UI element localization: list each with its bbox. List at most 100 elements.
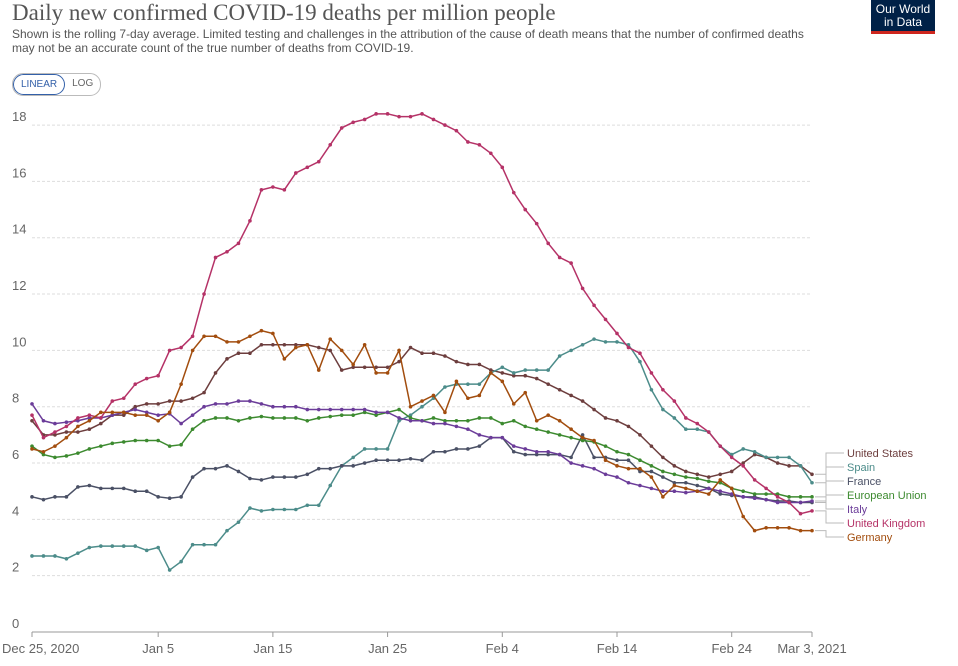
data-point <box>511 444 516 448</box>
data-point <box>282 404 287 409</box>
data-point <box>294 171 298 175</box>
data-point <box>362 117 367 122</box>
data-point <box>167 444 172 448</box>
data-point <box>569 393 573 398</box>
data-point <box>397 416 401 420</box>
data-point <box>775 461 780 465</box>
data-point <box>76 430 80 434</box>
data-point <box>99 544 103 548</box>
data-point <box>64 430 69 434</box>
data-point <box>271 342 275 347</box>
data-point <box>420 418 424 423</box>
data-point <box>477 433 482 437</box>
data-point <box>179 382 183 386</box>
data-point <box>603 416 608 420</box>
data-point <box>339 348 344 353</box>
data-point <box>695 489 700 493</box>
data-point <box>259 478 264 482</box>
y-tick-label: 18 <box>12 109 26 124</box>
data-point <box>236 418 241 423</box>
data-point <box>76 424 80 429</box>
data-point <box>638 483 642 488</box>
data-point <box>110 413 115 417</box>
data-point <box>248 416 252 420</box>
data-point <box>190 427 195 432</box>
data-point <box>684 469 688 474</box>
data-point <box>190 542 195 547</box>
legend-connector <box>815 494 844 498</box>
legend-label: United Kingdom <box>847 518 925 530</box>
data-point <box>649 371 654 375</box>
data-point <box>557 433 562 437</box>
data-point <box>569 427 573 432</box>
log-scale-button[interactable]: LOG <box>72 78 94 89</box>
data-point <box>500 371 505 375</box>
y-tick-label: 2 <box>12 560 19 575</box>
legend-connector <box>815 480 844 503</box>
data-point <box>30 447 34 451</box>
data-point <box>557 354 562 358</box>
data-point <box>672 472 677 477</box>
data-point <box>511 418 516 423</box>
data-point <box>53 430 57 434</box>
x-tick-label: Jan 15 <box>253 641 292 656</box>
data-point <box>592 455 596 460</box>
data-point <box>810 472 814 477</box>
chart-subtitle: Shown is the rolling 7-day average. Limi… <box>12 27 804 55</box>
y-tick-label: 12 <box>12 278 26 293</box>
data-point <box>638 351 642 355</box>
data-point <box>408 416 413 420</box>
data-point <box>787 464 791 468</box>
data-point <box>408 418 413 423</box>
data-point <box>282 357 287 361</box>
data-point <box>443 418 447 423</box>
data-point <box>603 317 608 322</box>
data-point <box>236 399 241 403</box>
data-point <box>592 303 596 308</box>
data-point <box>477 393 482 398</box>
data-point <box>787 526 791 530</box>
data-point <box>500 165 505 170</box>
legend-label: France <box>847 476 881 488</box>
data-point <box>316 368 321 372</box>
data-point <box>810 509 814 513</box>
data-point <box>477 444 482 448</box>
data-point <box>225 250 229 254</box>
data-point <box>798 464 803 468</box>
data-point <box>385 458 390 463</box>
data-point <box>156 418 160 423</box>
data-point <box>305 418 310 423</box>
data-point <box>546 430 550 434</box>
data-point <box>397 348 401 353</box>
data-point <box>741 495 745 499</box>
data-point <box>294 507 298 512</box>
scale-toggle[interactable]: LINEAR LOG <box>12 73 102 96</box>
data-point <box>718 478 723 482</box>
owid-logo[interactable]: Our World in Data <box>871 0 935 34</box>
x-tick-label: Feb 14 <box>597 641 637 656</box>
data-point <box>316 416 321 420</box>
data-point <box>764 455 768 460</box>
legend-connector <box>815 530 844 538</box>
data-point <box>213 542 218 547</box>
data-point <box>408 345 413 350</box>
x-tick-label: Jan 5 <box>142 641 174 656</box>
data-point <box>179 442 183 447</box>
data-point <box>87 447 92 451</box>
data-point <box>328 337 333 341</box>
data-point <box>523 447 528 451</box>
legend-label: Spain <box>847 462 875 474</box>
data-point <box>569 261 573 265</box>
data-point <box>362 342 367 347</box>
data-point <box>41 449 46 454</box>
data-point <box>718 492 723 496</box>
data-point <box>87 545 92 550</box>
data-point <box>454 359 459 364</box>
data-point <box>30 402 34 406</box>
data-point <box>420 112 424 116</box>
data-point <box>557 418 562 423</box>
data-point <box>454 424 459 429</box>
data-point <box>764 486 768 491</box>
data-point <box>374 458 378 463</box>
linear-scale-button[interactable]: LINEAR <box>13 74 66 95</box>
